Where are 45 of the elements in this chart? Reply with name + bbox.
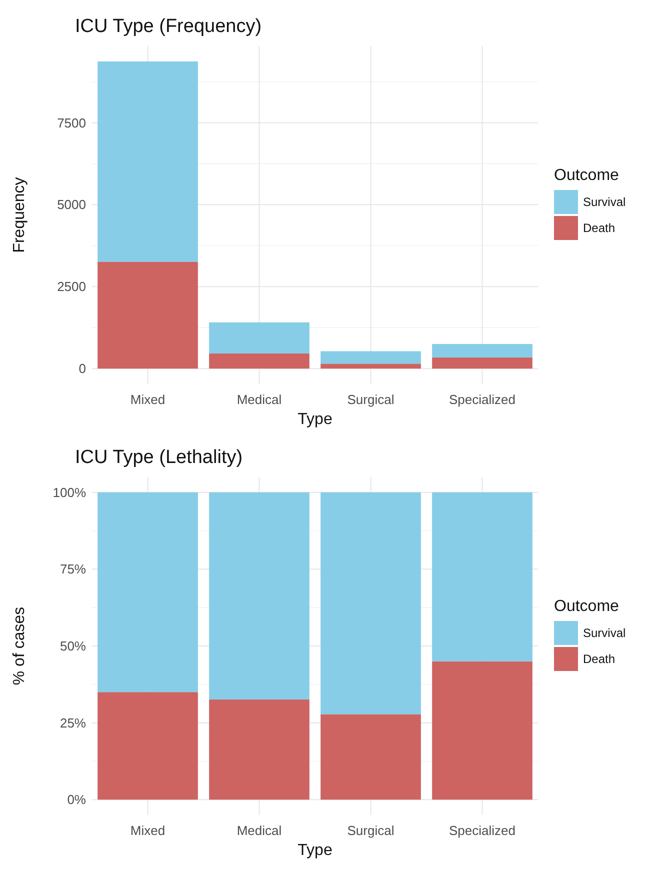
x-tick-label: Medical xyxy=(236,823,282,838)
x-tick-label: Medical xyxy=(236,392,282,407)
x-axis-title: Type xyxy=(298,411,332,428)
bar xyxy=(209,699,310,800)
bar xyxy=(320,364,421,369)
bar xyxy=(209,354,310,369)
chart-title: ICU Type (Lethality) xyxy=(75,447,243,468)
x-tick-label: Surgical xyxy=(347,823,394,838)
bar xyxy=(432,357,532,369)
legend-label: Survival xyxy=(583,626,626,640)
y-axis-title: Frequency xyxy=(11,177,28,253)
x-tick-label: Mixed xyxy=(130,392,166,407)
x-tick-label: Specialized xyxy=(449,823,516,838)
bar xyxy=(432,492,532,662)
y-tick-label: 2500 xyxy=(57,279,86,294)
bar xyxy=(320,714,421,800)
bar xyxy=(98,262,198,369)
x-tick-label: Specialized xyxy=(449,392,516,407)
y-tick-label: 0 xyxy=(78,361,86,376)
y-tick-label: 7500 xyxy=(57,115,86,130)
y-tick-label: 100% xyxy=(52,484,86,500)
bar xyxy=(98,61,198,262)
bar xyxy=(98,692,198,800)
bar xyxy=(98,492,198,692)
bar xyxy=(320,351,421,364)
y-tick-label: 75% xyxy=(60,562,86,577)
x-axis-title: Type xyxy=(298,842,332,859)
y-tick-label: 0% xyxy=(67,792,86,808)
x-tick-label: Mixed xyxy=(130,823,166,838)
x-tick-label: Surgical xyxy=(347,392,394,407)
legend-label: Death xyxy=(583,652,616,666)
y-tick-label: 25% xyxy=(60,715,86,730)
chart-title: ICU Type (Frequency) xyxy=(75,16,262,37)
bar xyxy=(432,661,532,800)
legend-label: Death xyxy=(583,221,616,236)
legend-title: Outcome xyxy=(554,598,620,615)
y-axis-title: % of cases xyxy=(11,606,28,686)
bar xyxy=(320,492,421,714)
y-tick-label: 50% xyxy=(60,638,86,654)
y-tick-label: 5000 xyxy=(57,197,86,212)
bar xyxy=(432,344,532,358)
legend-label: Survival xyxy=(583,195,626,210)
legend-title: Outcome xyxy=(554,167,620,184)
bar xyxy=(209,492,310,700)
bar xyxy=(209,322,310,354)
